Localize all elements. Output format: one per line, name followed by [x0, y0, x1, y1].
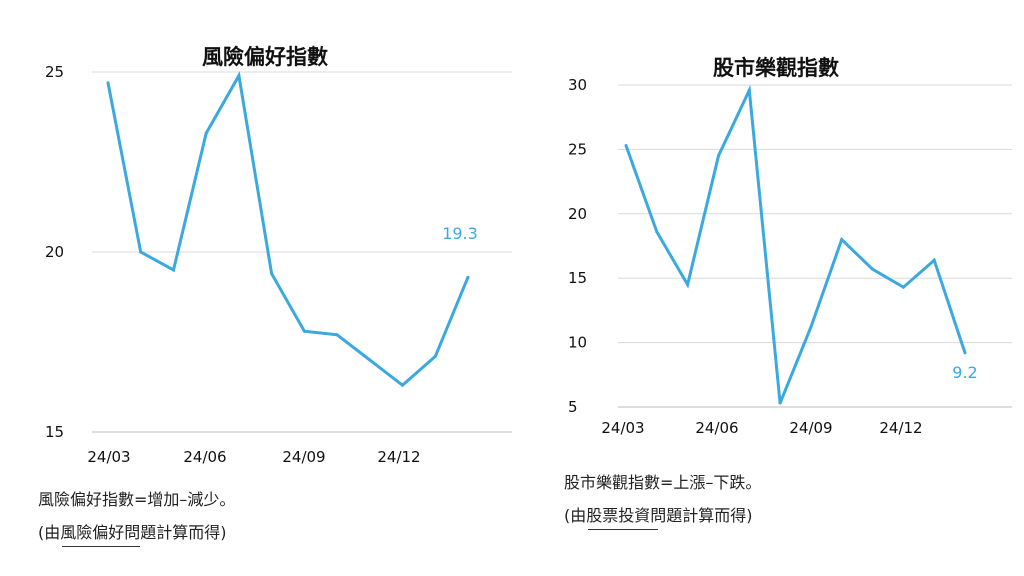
y-tick-label: 25	[45, 63, 64, 81]
data-point	[204, 131, 208, 135]
data-point	[335, 333, 339, 337]
note-underline	[62, 546, 140, 547]
data-point	[401, 383, 405, 387]
y-tick-label: 25	[568, 140, 587, 158]
data-point	[433, 354, 437, 358]
x-tick-label: 24/06	[183, 448, 226, 466]
data-point	[139, 250, 143, 254]
data-point	[368, 358, 372, 362]
y-tick-label: 20	[568, 205, 587, 223]
stock-optimism-chart: 5 10 15 20 25 30 24/03 24/06 24/09 24/12 股市樂觀指數 9.2	[568, 56, 1012, 437]
y-tick-label: 15	[568, 269, 587, 287]
chart-note-line1: 股市樂觀指數=上漲–下跌。	[564, 473, 762, 492]
x-tick-label: 24/12	[377, 448, 420, 466]
chart-note-line2: (由風險偏好問題計算而得)	[38, 523, 227, 542]
data-point	[871, 267, 875, 271]
note-underline	[588, 529, 658, 530]
data-point	[840, 238, 844, 242]
data-point	[716, 154, 720, 158]
data-point	[747, 88, 751, 92]
data-point	[171, 268, 175, 272]
data-point	[809, 325, 813, 329]
y-tick-label: 5	[568, 398, 578, 416]
data-point	[901, 285, 905, 289]
x-tick-label: 24/03	[601, 419, 644, 437]
data-point	[624, 144, 628, 148]
series-line	[106, 71, 470, 388]
x-tick-label: 24/09	[282, 448, 325, 466]
series-line	[624, 84, 967, 404]
x-tick-label: 24/03	[87, 448, 130, 466]
chart-title: 風險偏好指數	[202, 45, 328, 69]
data-point	[932, 258, 936, 262]
data-point	[270, 272, 274, 276]
y-tick-label: 15	[45, 423, 64, 441]
x-tick-label: 24/12	[879, 419, 922, 437]
data-point	[466, 275, 470, 279]
chart-title: 股市樂觀指數	[713, 56, 839, 80]
y-tick-label: 10	[568, 334, 587, 352]
end-value-label: 9.2	[952, 363, 977, 382]
data-point	[302, 329, 306, 333]
data-point	[778, 401, 782, 405]
chart-note-line2: (由股票投資問題計算而得)	[564, 506, 753, 525]
x-tick-label: 24/06	[695, 419, 738, 437]
y-tick-label: 30	[568, 76, 587, 94]
risk-appetite-chart-panel: 15 20 25 24/03 24/06 24/09 24/12 風險偏好指數 19.3 風險偏…	[38, 45, 512, 547]
stock-optimism-chart-panel: 5 10 15 20 25 30 24/03 24/06 24/09 24/12 股市樂觀指數 9.2…	[520, 0, 1024, 576]
data-point	[237, 74, 241, 78]
data-point	[655, 230, 659, 234]
data-point	[106, 81, 110, 85]
y-tick-label: 20	[45, 243, 64, 261]
data-point	[963, 351, 967, 355]
end-value-label: 19.3	[442, 224, 478, 243]
chart-note-line1: 風險偏好指數=增加–減少。	[38, 490, 236, 509]
data-point	[686, 283, 690, 287]
risk-appetite-chart: 15 20 25 24/03 24/06 24/09 24/12 風險偏好指數 19.3	[45, 45, 512, 466]
x-tick-label: 24/09	[789, 419, 832, 437]
